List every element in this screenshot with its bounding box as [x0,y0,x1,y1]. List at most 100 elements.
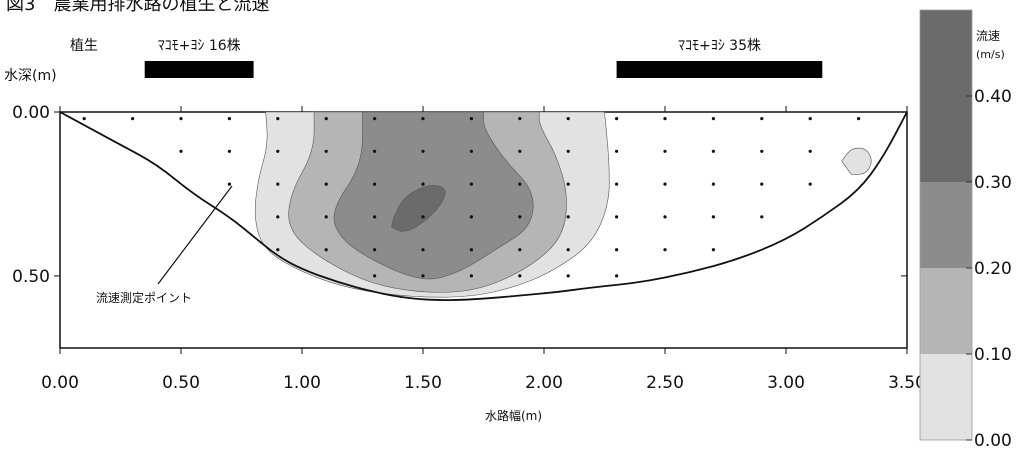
x-tick-label-5: 2.50 [646,373,684,393]
measurement-point-6-2 [373,182,377,186]
measurement-point-12-0 [663,117,667,121]
measurement-point-14-3 [760,215,764,219]
measurement-point-13-1 [711,149,716,153]
annotation-leader-line [157,185,233,285]
measurement-point-12-3 [663,215,667,219]
legend-level-0: 0.40 [974,87,1012,107]
measurement-point-8-5 [469,274,473,278]
vegetation-bar-1 [616,61,823,78]
measurement-point-6-0 [373,117,377,121]
measurement-point-7-2 [421,182,425,186]
measurement-point-3-2 [227,182,231,186]
legend-band-4 [920,354,972,440]
measurement-point-0-0 [82,117,86,121]
measurement-point-10-0 [566,117,570,121]
annotation-measurement-point: 流速測定ポイント [96,290,192,305]
measurement-point-8-3 [469,215,473,219]
measurement-point-7-4 [421,248,425,252]
measurement-point-2-1 [179,149,183,153]
measurement-point-1-0 [131,117,135,121]
measurement-point-10-4 [566,248,570,252]
measurement-point-13-3 [711,215,716,219]
measurement-point-13-0 [711,117,716,121]
measurement-point-8-4 [469,248,473,252]
x-tick-label-2: 1.00 [283,373,321,393]
measurement-point-8-1 [469,149,473,153]
x-tick-label-3: 1.50 [404,373,442,393]
measurement-point-6-4 [373,248,377,252]
measurement-point-10-1 [566,149,570,153]
measurement-point-9-1 [518,149,522,153]
measurement-point-16-0 [857,117,861,121]
measurement-point-5-3 [324,215,328,219]
measurement-point-10-3 [566,215,570,219]
x-tick-label-6: 3.00 [767,373,805,393]
legend-level-1: 0.30 [974,173,1012,193]
measurement-point-5-4 [324,248,328,252]
measurement-point-11-4 [615,248,619,252]
measurement-point-2-0 [179,117,183,121]
measurement-point-7-5 [421,274,425,278]
measurement-point-5-0 [324,117,328,121]
measurement-point-13-4 [711,248,716,252]
measurement-point-4-0 [276,117,280,121]
vegetation-label-1: ﾏｺﾓ+ﾖｼ 35株 [678,38,761,54]
legend-band-2 [920,182,972,268]
measurement-point-9-2 [518,182,522,186]
vegetation-bar-0 [144,61,254,78]
x-tick-label-7: 3.50 [888,373,926,393]
legend-level-4: 0.00 [974,431,1012,451]
measurement-points [82,117,861,278]
measurement-point-12-1 [663,149,667,153]
measurement-point-11-0 [615,117,619,121]
measurement-point-6-1 [373,149,377,153]
measurement-point-14-2 [760,182,764,186]
measurement-point-14-1 [760,149,764,153]
measurement-point-5-2 [324,182,328,186]
measurement-point-11-1 [615,149,619,153]
measurement-point-12-2 [663,182,667,186]
legend-unit: (m/s) [976,48,1005,61]
vegetation-layer: ﾏｺﾓ+ﾖｼ 16株 ﾏｺﾓ+ﾖｼ 35株 [144,38,823,78]
depth-axis-label: 水深(m) [4,68,57,84]
measurement-point-15-1 [808,149,812,153]
contour-region-3 [391,185,446,232]
measurement-point-4-2 [276,182,280,186]
measurement-point-11-5 [615,274,619,278]
measurement-point-6-3 [373,215,377,219]
contour-region-4 [841,147,872,175]
legend-frame [919,9,973,441]
y-tick-label-1: 0.50 [12,267,50,287]
measurement-point-3-1 [227,149,231,153]
measurement-point-7-3 [421,215,425,219]
measurement-point-8-0 [469,117,473,121]
legend-level-3: 0.10 [974,345,1012,365]
channel-bed-line [59,111,908,301]
legend-band-1 [920,96,972,182]
x-axis-label: 水路幅(m) [485,408,542,423]
measurement-point-4-3 [276,215,280,219]
measurement-point-4-1 [276,149,280,153]
legend-level-2: 0.20 [974,259,1012,279]
measurement-point-10-2 [566,182,570,186]
y-axis-ticks: 0.00 0.50 [12,103,907,287]
measurement-point-12-4 [663,248,667,252]
measurement-point-10-5 [566,274,570,278]
vegetation-row-label: 植生 [70,38,98,54]
measurement-point-15-0 [808,117,812,121]
x-axis-ticks: 0.00 0.50 1.00 1.50 2.00 2.50 3.00 3.50 [41,106,926,393]
x-tick-label-1: 0.50 [162,373,200,393]
y-tick-label-0: 0.00 [12,103,50,123]
legend-band-3 [920,268,972,354]
measurement-point-9-0 [518,117,522,121]
measurement-point-7-1 [421,149,425,153]
measurement-point-5-1 [324,149,328,153]
measurement-point-7-0 [421,117,425,121]
vegetation-label-0: ﾏｺﾓ+ﾖｼ 16株 [158,38,241,54]
measurement-point-9-5 [518,274,522,278]
measurement-point-8-2 [469,182,473,186]
chart-title-partial: 図3 農業用排水路の植生と流速 [6,0,269,15]
legend-title: 流速 [976,29,1000,43]
